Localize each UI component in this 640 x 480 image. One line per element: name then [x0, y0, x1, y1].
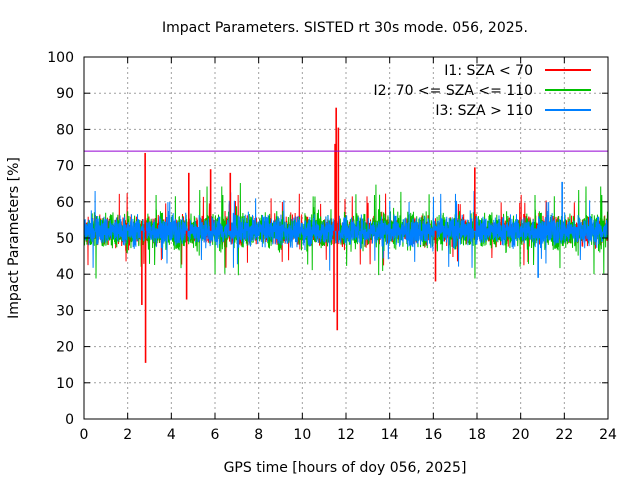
series-line-3	[83, 190, 609, 271]
y-axis-label: Impact Parameters [%]	[6, 157, 22, 319]
x-tick-label: 20	[512, 427, 530, 443]
x-tick-label: 2	[123, 427, 132, 443]
y-tick-label: 80	[56, 122, 74, 138]
y-tick-label: 10	[56, 376, 74, 392]
x-tick-label: 12	[337, 427, 355, 443]
axes: 0 2 4 6 8 10 12 14 16 18 20 22 240102030405060708090…	[47, 50, 617, 443]
x-tick-label: 18	[468, 427, 486, 443]
plot-area	[83, 107, 609, 363]
x-tick-label: 10	[293, 427, 311, 443]
y-tick-label: 100	[47, 50, 74, 66]
y-tick-label: 90	[56, 86, 74, 102]
legend-label-1: I1: SZA < 70	[444, 63, 533, 79]
chart-title: Impact Parameters. SISTED rt 30s mode. 0…	[162, 20, 528, 36]
y-tick-label: 40	[56, 267, 74, 283]
y-tick-label: 0	[65, 412, 74, 428]
x-tick-label: 14	[381, 427, 399, 443]
x-tick-label: 24	[599, 427, 617, 443]
x-tick-label: 4	[167, 427, 176, 443]
y-tick-label: 20	[56, 340, 74, 356]
y-tick-label: 70	[56, 159, 74, 175]
y-tick-label: 50	[56, 231, 74, 247]
y-tick-label: 60	[56, 195, 74, 211]
y-tick-label: 30	[56, 303, 74, 319]
x-tick-label: 8	[254, 427, 263, 443]
legend-label-3: I3: SZA > 110	[435, 103, 533, 119]
legend-label-2: I2: 70 <= SZA <= 110	[373, 83, 533, 99]
legend: I1: SZA < 70 I2: 70 <= SZA <= 110 I3: SZA …	[373, 63, 591, 119]
x-tick-label: 16	[424, 427, 442, 443]
x-tick-label: 6	[211, 427, 220, 443]
x-axis-label: GPS time [hours of doy 056, 2025]	[224, 460, 467, 476]
x-tick-label: 22	[555, 427, 573, 443]
x-tick-label: 0	[80, 427, 89, 443]
